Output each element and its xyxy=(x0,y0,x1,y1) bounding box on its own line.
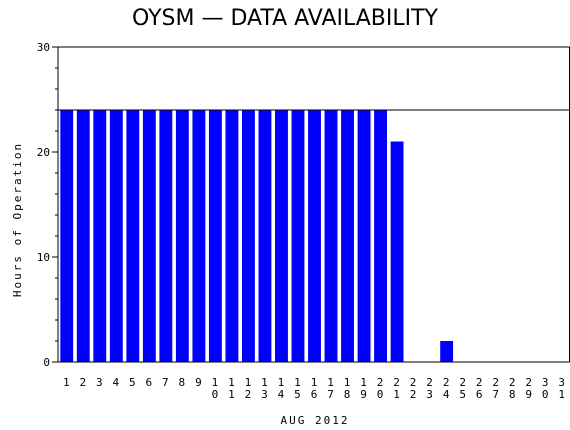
x-axis-title: AUG 2012 xyxy=(281,414,350,427)
bar-day-15 xyxy=(291,110,305,362)
y-axis: 0 10 20 30 xyxy=(37,41,58,369)
x-tick-label-3: 3 xyxy=(96,376,103,389)
y-tick-label: 0 xyxy=(43,356,50,369)
bar-day-16 xyxy=(308,110,321,362)
bar-day-2 xyxy=(76,110,90,362)
bar-day-3 xyxy=(93,110,107,362)
chart-title: OYSM — DATA AVAILABILITY xyxy=(132,6,438,31)
bar-day-5 xyxy=(126,110,140,362)
bar-day-21 xyxy=(390,141,404,362)
bar-day-14 xyxy=(275,110,288,362)
bar-day-7 xyxy=(159,110,173,362)
bar-day-6 xyxy=(142,110,156,362)
x-tick-label-6: 6 xyxy=(146,376,153,389)
x-tick-label-1: 1 xyxy=(63,376,70,389)
x-axis: 1 2 3 4 5 6 7 8 9 1 01 11 21 31 41 51 61 71 81 92 02 12 22 32 42… xyxy=(63,376,565,401)
x-tick-label-7: 7 xyxy=(162,376,169,389)
y-axis-title: Hours of Operation xyxy=(11,142,24,297)
y-tick-label: 10 xyxy=(37,251,50,264)
bar-day-4 xyxy=(109,110,123,362)
y-tick-label: 20 xyxy=(37,146,50,159)
bar-day-9 xyxy=(192,110,206,362)
bar-day-11 xyxy=(225,110,239,362)
bar-day-18 xyxy=(341,110,354,362)
x-tick-label-9: 9 xyxy=(195,376,202,389)
bar-day-8 xyxy=(175,110,189,362)
x-tick-label-8: 8 xyxy=(179,376,186,389)
bar-day-1 xyxy=(60,110,74,362)
bar-day-12 xyxy=(241,110,255,362)
bar-day-24 xyxy=(440,341,454,362)
y-tick-label: 30 xyxy=(37,41,50,54)
bar-day-17 xyxy=(324,110,338,362)
bar-day-10 xyxy=(208,110,222,362)
x-tick-label-2: 2 xyxy=(79,376,86,389)
bar-day-13 xyxy=(258,110,272,362)
bar-day-19 xyxy=(357,110,371,362)
bar-day-20 xyxy=(374,110,387,362)
x-tick-label-5: 5 xyxy=(129,376,136,389)
x-tick-label-4: 4 xyxy=(112,376,119,389)
bars-layer xyxy=(60,110,454,362)
